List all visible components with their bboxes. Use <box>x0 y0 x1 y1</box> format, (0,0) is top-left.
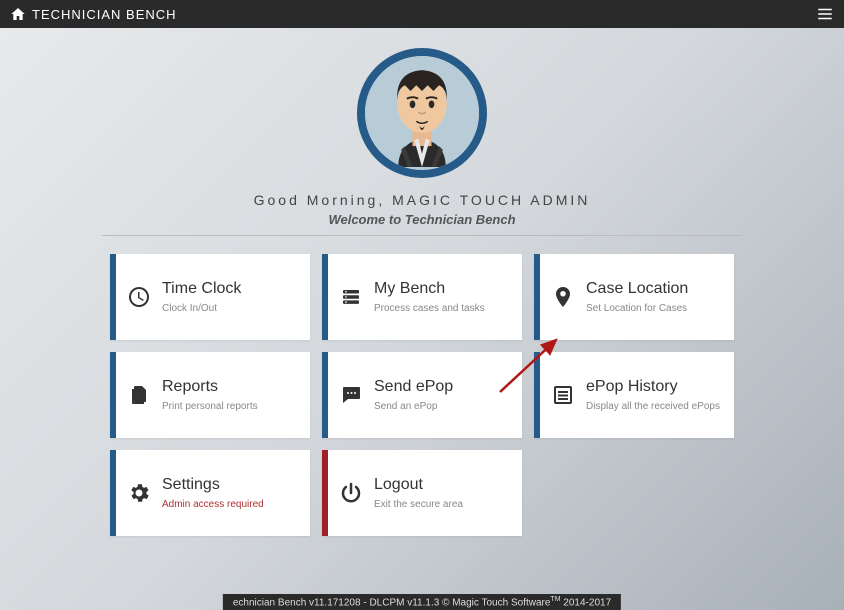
card-title: Time Clock <box>162 279 302 298</box>
card-title: ePop History <box>586 377 726 396</box>
list-icon <box>540 383 586 407</box>
card-title: Settings <box>162 475 302 494</box>
card-case-location[interactable]: Case Location Set Location for Cases <box>534 254 734 340</box>
card-title: Case Location <box>586 279 726 298</box>
chat-icon <box>328 383 374 407</box>
card-settings[interactable]: Settings Admin access required <box>110 450 310 536</box>
gear-icon <box>116 481 162 505</box>
app-header: TECHNICIAN BENCH <box>0 0 844 28</box>
card-title: My Bench <box>374 279 514 298</box>
card-grid: Time Clock Clock In/Out My Bench Process ca… <box>110 254 734 536</box>
divider <box>102 235 742 236</box>
card-subtitle: Admin access required <box>162 499 302 511</box>
stack-icon <box>328 285 374 309</box>
header-left: TECHNICIAN BENCH <box>10 6 177 22</box>
greeting-text: Good Morning, MAGIC TOUCH ADMIN <box>254 192 591 208</box>
avatar-illustration <box>365 50 479 170</box>
card-subtitle: Exit the secure area <box>374 499 514 511</box>
card-time-clock[interactable]: Time Clock Clock In/Out <box>110 254 310 340</box>
home-icon[interactable] <box>10 6 26 22</box>
docs-icon <box>116 383 162 407</box>
card-subtitle: Display all the received ePops <box>586 401 726 413</box>
footer-text-right: 2014-2017 <box>561 597 612 608</box>
card-subtitle: Send an ePop <box>374 401 514 413</box>
app-title: TECHNICIAN BENCH <box>32 7 177 22</box>
location-icon <box>540 285 586 309</box>
card-epop-history[interactable]: ePop History Display all the received ePo… <box>534 352 734 438</box>
footer-text-left: echnician Bench v11.171208 - DLCPM v11.1… <box>233 597 551 608</box>
card-subtitle: Clock In/Out <box>162 303 302 315</box>
card-subtitle: Process cases and tasks <box>374 303 514 315</box>
main-content: Good Morning, MAGIC TOUCH ADMIN Welcome … <box>0 28 844 536</box>
welcome-text: Welcome to Technician Bench <box>328 212 515 227</box>
clock-icon <box>116 285 162 309</box>
card-title: Reports <box>162 377 302 396</box>
power-icon <box>328 481 374 505</box>
card-title: Logout <box>374 475 514 494</box>
card-subtitle: Print personal reports <box>162 401 302 413</box>
card-logout[interactable]: Logout Exit the secure area <box>322 450 522 536</box>
card-send-epop[interactable]: Send ePop Send an ePop <box>322 352 522 438</box>
card-subtitle: Set Location for Cases <box>586 303 726 315</box>
footer-tm: TM <box>550 596 560 603</box>
hamburger-menu-icon[interactable] <box>816 5 834 23</box>
card-my-bench[interactable]: My Bench Process cases and tasks <box>322 254 522 340</box>
card-reports[interactable]: Reports Print personal reports <box>110 352 310 438</box>
card-title: Send ePop <box>374 377 514 396</box>
footer-bar: echnician Bench v11.171208 - DLCPM v11.1… <box>223 594 621 610</box>
avatar <box>357 48 487 178</box>
